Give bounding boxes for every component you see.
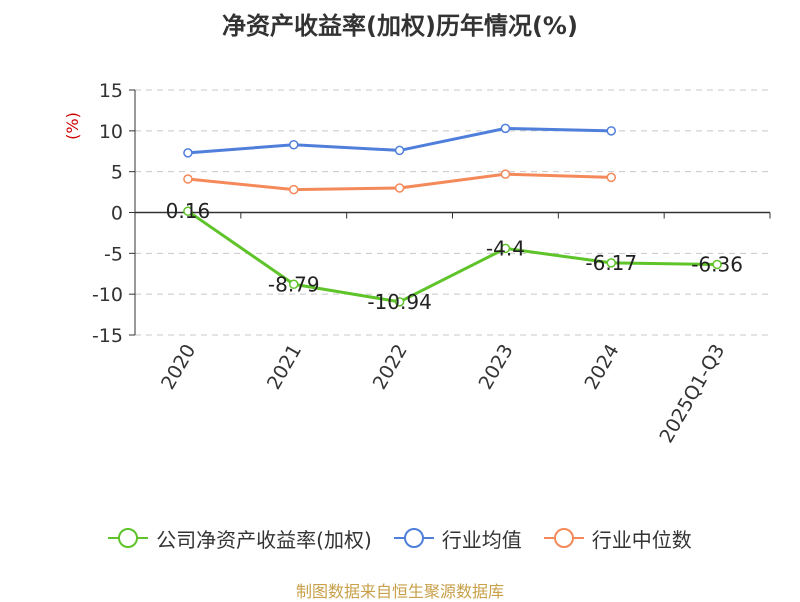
data-label-4: -6.17 (585, 251, 637, 275)
x-tick-label-3: 2023 (475, 341, 518, 394)
series-0-point-5 (712, 259, 722, 270)
legend-marker-industry-mean (393, 527, 434, 549)
chart-plot: 15 10 5 0 -5 -10 -15 (%) 2020 2021 2022 2023 2024 202… (63, 80, 771, 447)
y-tick-label-0: 0 (111, 203, 123, 225)
data-label-0: 0.16 (166, 199, 211, 223)
series-2-point-4 (606, 172, 616, 183)
legend-label-company-roe: 公司净资产收益率(加权) (156, 527, 372, 552)
source-note: 制图数据来自恒生聚源数据库 (295, 582, 504, 601)
x-tick-label-0: 2020 (157, 341, 200, 394)
y-axis-label: (%) (63, 112, 82, 140)
data-label-3: -4.4 (486, 236, 525, 260)
legend: 公司净资产收益率(加权) 行业均值 行业中位数 (0, 520, 800, 556)
y-tick-label--10: -10 (92, 284, 123, 306)
x-tick-label-2: 2022 (369, 341, 412, 394)
legend-label-industry-median: 行业中位数 (591, 527, 692, 552)
series-2-point-3 (500, 169, 511, 179)
series-1-point-1 (289, 139, 299, 150)
legend-item-company-roe[interactable]: 公司净资产收益率(加权) (108, 524, 372, 553)
y-tick-label--15: -15 (92, 325, 123, 347)
series-0-point-2 (394, 297, 405, 307)
x-tick-label-1: 2021 (263, 341, 306, 394)
series-1-point-2 (394, 145, 405, 156)
x-tick-label-4: 2024 (580, 341, 623, 394)
y-tick-label-5: 5 (111, 162, 123, 184)
legend-item-industry-mean[interactable]: 行业均值 (393, 524, 522, 553)
legend-item-industry-median[interactable]: 行业中位数 (543, 524, 692, 553)
chart-title: 净资产收益率(加权)历年情况(%) (222, 12, 578, 40)
series-2-point-1 (289, 184, 299, 195)
legend-marker-industry-median (543, 527, 584, 549)
y-tick-label-15: 15 (99, 80, 123, 102)
data-label-1: -8.79 (268, 272, 320, 296)
legend-label-industry-mean: 行业均值 (441, 527, 522, 552)
series-1-point-4 (606, 126, 616, 136)
x-tick-label-5: 2025Q1-Q3 (655, 341, 729, 447)
series-0-point-4 (606, 258, 616, 268)
data-label-5: -6.36 (691, 252, 743, 276)
series-2-point-0 (183, 174, 193, 184)
series-2-point-2 (394, 183, 405, 193)
data-label-2: -10.94 (367, 290, 431, 314)
series-0-point-0 (183, 206, 193, 216)
series-1-point-3 (500, 123, 511, 134)
series-0-point-1 (289, 279, 299, 290)
y-tick-label-10: 10 (99, 121, 123, 143)
series-line-0 (187, 209, 718, 304)
y-tick-label--5: -5 (104, 243, 123, 265)
legend-marker-company-roe (108, 527, 149, 549)
series-1-point-0 (183, 148, 193, 158)
series-0-point-3 (500, 243, 511, 254)
